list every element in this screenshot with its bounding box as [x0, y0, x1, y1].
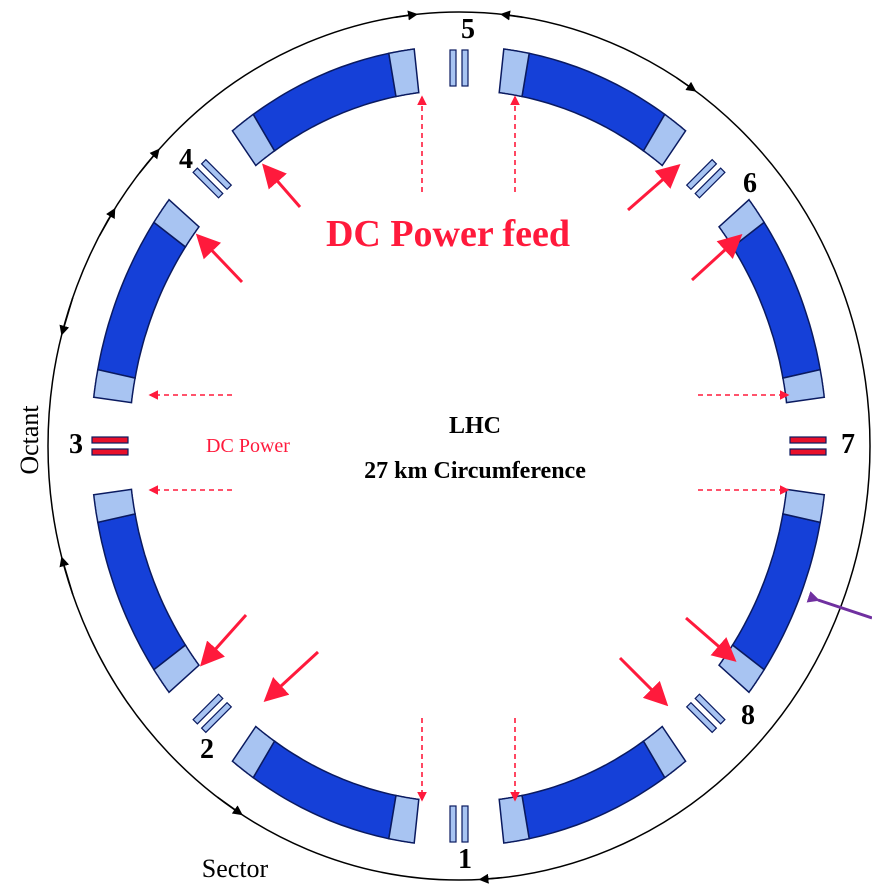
ip-bar — [200, 158, 233, 191]
arc-cap — [231, 113, 276, 167]
ip-bar — [200, 701, 233, 734]
octant-label: Octant — [15, 405, 44, 475]
ip-bar — [461, 805, 469, 843]
arc-body — [731, 512, 822, 671]
arcs — [91, 48, 827, 844]
ip-bar — [449, 49, 457, 87]
point-number: 4 — [179, 144, 193, 175]
feed-arrows — [148, 95, 790, 802]
point-number: 5 — [461, 14, 475, 45]
feed-arrow — [627, 164, 681, 212]
arc-cap — [498, 794, 531, 844]
ip-bars — [449, 805, 469, 843]
arc-cap — [152, 644, 201, 694]
arc-cap — [231, 725, 276, 779]
point-number: 3 — [69, 429, 83, 460]
ip-bar — [192, 693, 224, 725]
sector-label: Sector — [202, 854, 269, 883]
arc-body — [96, 221, 187, 380]
arc-body — [521, 52, 666, 152]
ip-bar — [91, 436, 129, 444]
ip-bar — [192, 167, 224, 199]
ring-arrow — [499, 10, 524, 21]
arc-body — [252, 52, 397, 152]
ring-arrow — [139, 148, 160, 174]
ip-bars — [192, 158, 233, 199]
ring-arrow — [216, 796, 243, 816]
point-number: 1 — [458, 844, 472, 875]
arc-cap — [642, 725, 687, 779]
feed-arrow — [618, 656, 669, 707]
feed-arrow — [685, 616, 737, 662]
ring-arrows — [59, 10, 697, 884]
ip-bar — [694, 167, 726, 199]
feed-arrow — [195, 233, 244, 284]
ip-bars — [91, 436, 129, 456]
ip-bars — [685, 693, 726, 734]
arc-body — [252, 740, 397, 840]
arc-cap — [498, 48, 531, 98]
ring-arrow — [394, 10, 419, 21]
arc-body — [731, 221, 822, 380]
feed-arrow — [263, 650, 320, 703]
ip-bar — [685, 158, 718, 191]
center-name: LHC — [449, 413, 501, 439]
arc-body — [96, 512, 187, 671]
ring-arrow — [59, 556, 74, 595]
ip-bar — [461, 49, 469, 87]
point-number: 8 — [741, 700, 755, 731]
ip-bar — [789, 448, 827, 456]
point-number: 6 — [743, 168, 757, 199]
pointer-arrow — [806, 591, 872, 620]
feed-arrow — [690, 233, 743, 282]
ring-arrow — [676, 77, 697, 92]
feed-arrow — [200, 614, 248, 667]
ip-bar — [449, 805, 457, 843]
ip-bars — [685, 158, 726, 199]
feed-label: DC Power feed — [326, 213, 570, 255]
side-label: DC Power — [206, 435, 290, 457]
ip-bars — [192, 693, 233, 734]
center-subtitle: 27 km Circumference — [364, 458, 586, 484]
point-number: 2 — [200, 734, 214, 765]
arc-cap — [387, 48, 420, 98]
outer-ring — [47, 11, 871, 881]
ip-bar — [694, 693, 726, 725]
arc-cap — [92, 368, 136, 404]
feed-arrow — [262, 163, 302, 208]
arc-cap — [152, 198, 201, 248]
ring-arrow — [478, 873, 503, 884]
ip-bar — [685, 701, 718, 734]
arc-body — [521, 740, 666, 840]
point-number: 7 — [841, 429, 855, 460]
ring-arrow — [98, 207, 116, 236]
ip-bar — [91, 448, 129, 456]
ip-bar — [789, 436, 827, 444]
arc-cap — [92, 488, 136, 524]
arc-cap — [642, 113, 687, 167]
ip-bars — [449, 49, 469, 87]
ring-arrow — [59, 297, 74, 336]
ip-bars — [789, 436, 827, 456]
